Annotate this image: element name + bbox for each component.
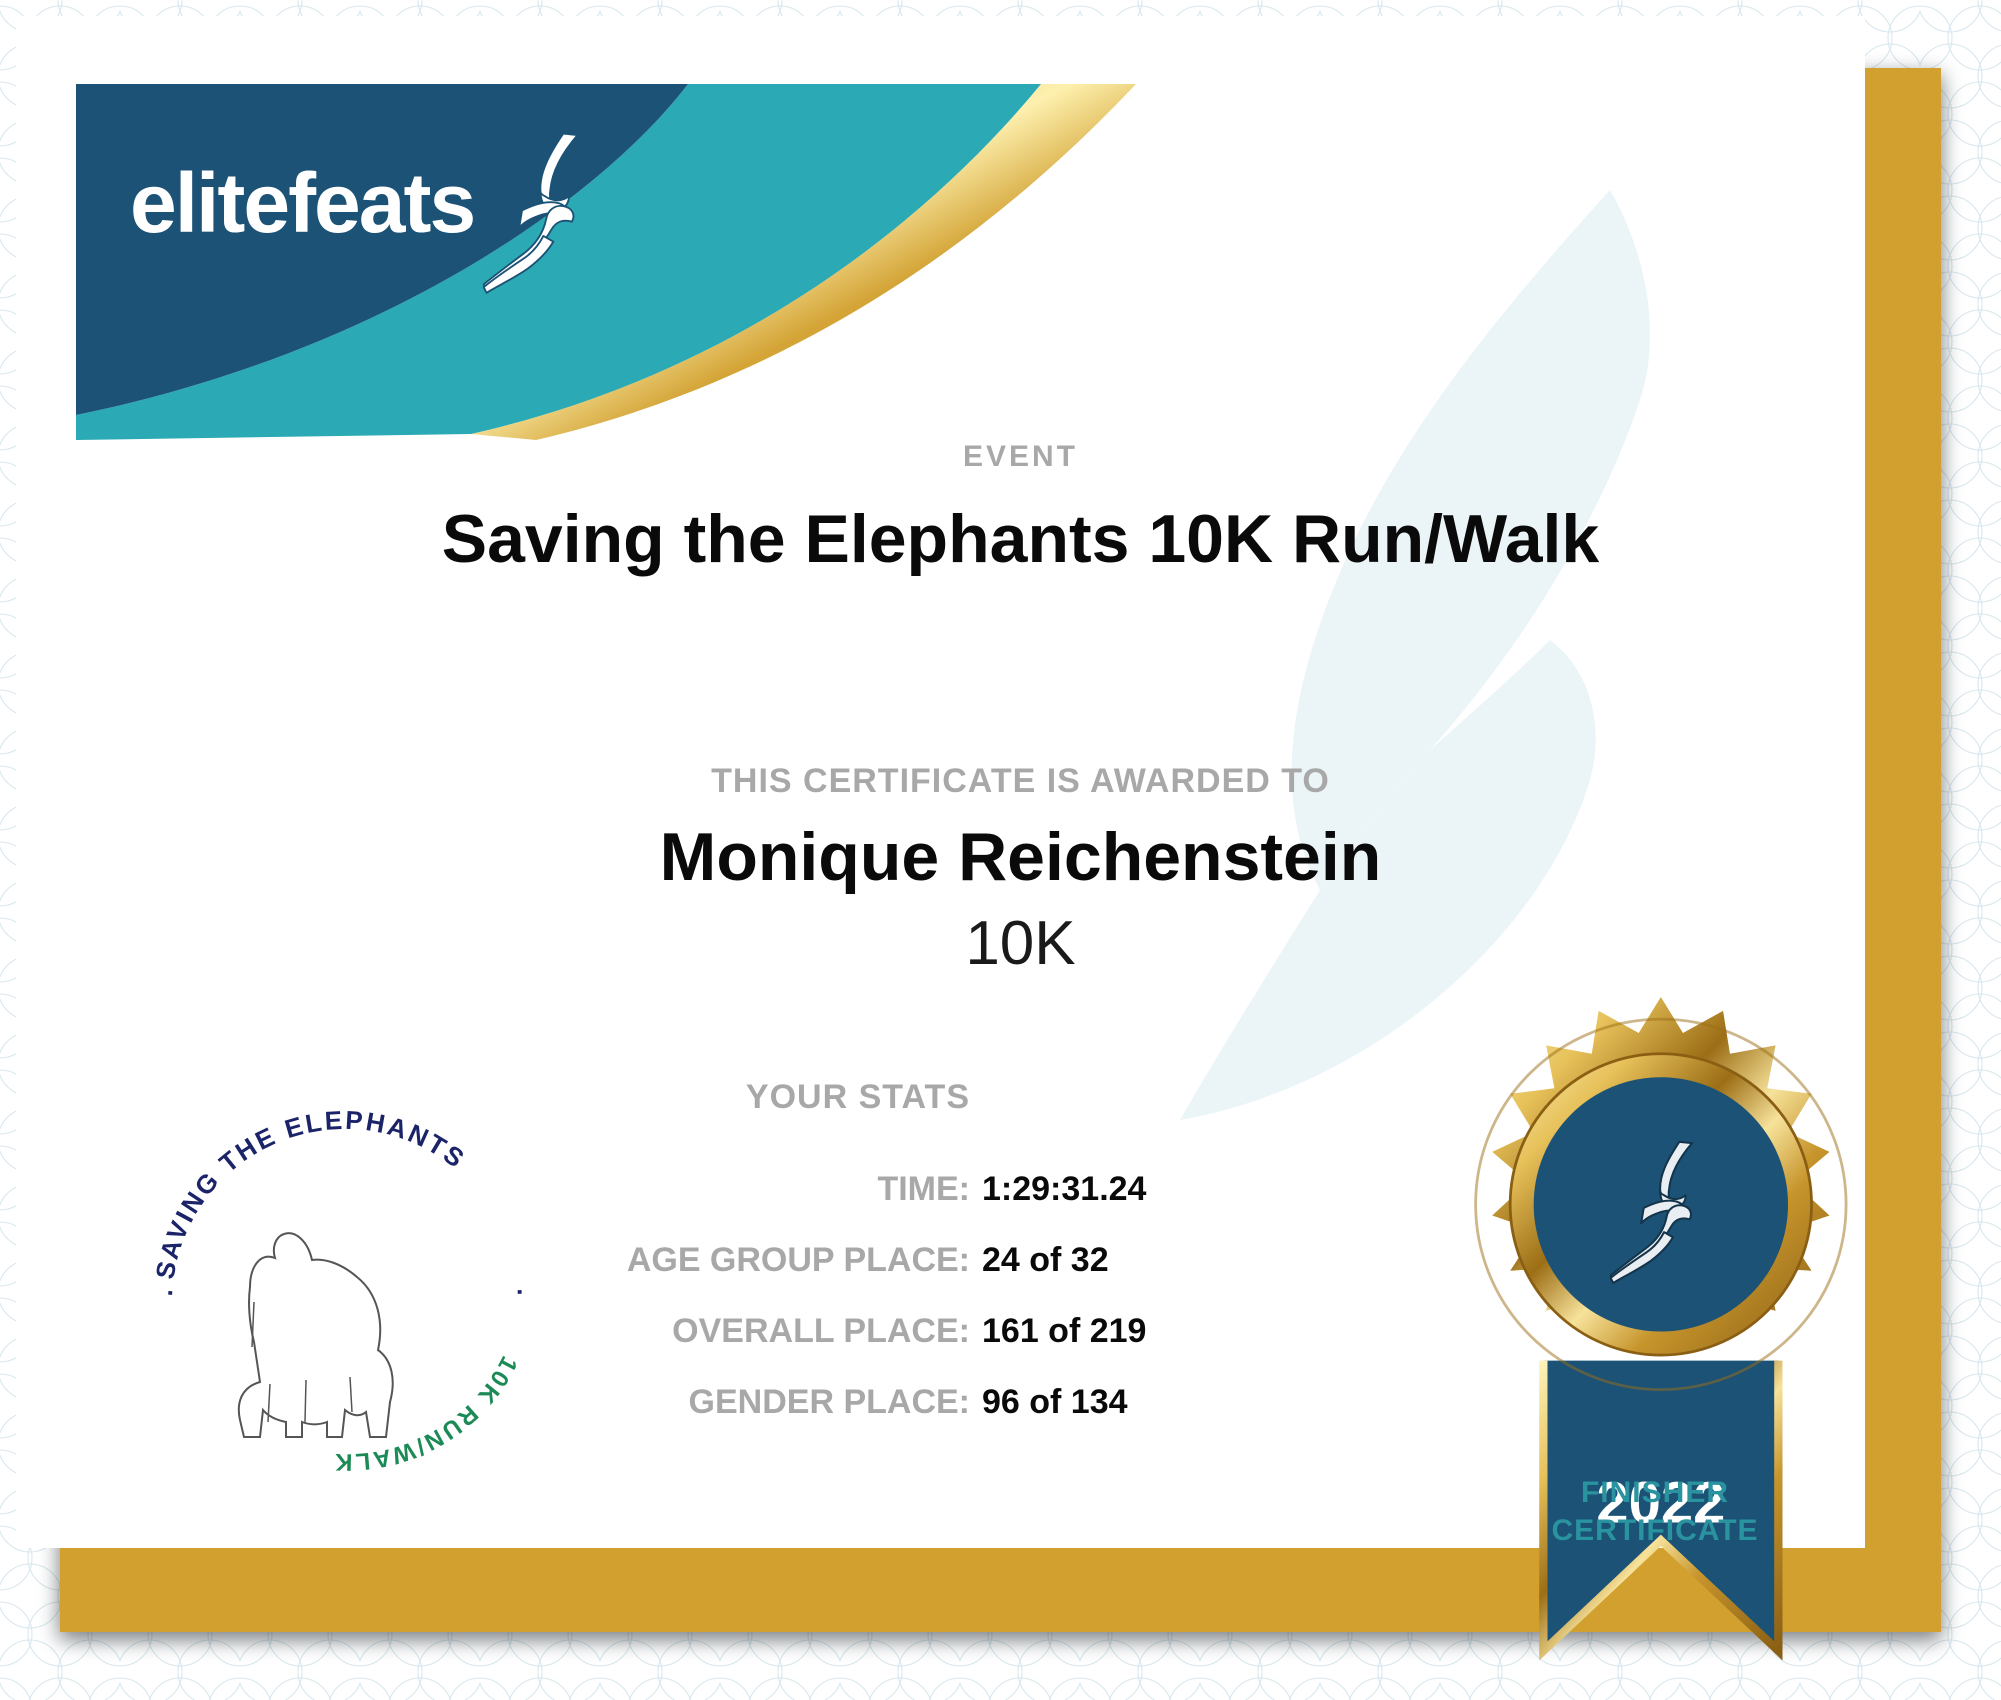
svg-text:.: . [512,1287,542,1296]
svg-text:10K RUN/WALK: 10K RUN/WALK [332,1352,522,1476]
svg-text:.: . [148,1288,178,1297]
